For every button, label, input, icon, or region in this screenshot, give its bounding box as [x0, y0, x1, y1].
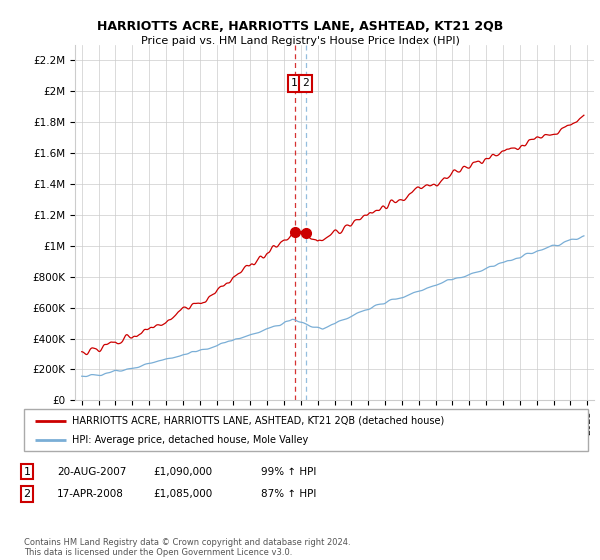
Text: HARRIOTTS ACRE, HARRIOTTS LANE, ASHTEAD, KT21 2QB (detached house): HARRIOTTS ACRE, HARRIOTTS LANE, ASHTEAD,…	[72, 416, 444, 426]
Text: £1,090,000: £1,090,000	[153, 466, 212, 477]
Text: 20-AUG-2007: 20-AUG-2007	[57, 466, 127, 477]
Text: £1,085,000: £1,085,000	[153, 489, 212, 499]
FancyBboxPatch shape	[24, 409, 588, 451]
Text: 2: 2	[302, 78, 309, 88]
Text: 2: 2	[23, 489, 31, 499]
Text: 1: 1	[23, 466, 31, 477]
Text: 1: 1	[291, 78, 298, 88]
Text: HARRIOTTS ACRE, HARRIOTTS LANE, ASHTEAD, KT21 2QB: HARRIOTTS ACRE, HARRIOTTS LANE, ASHTEAD,…	[97, 20, 503, 32]
Text: 87% ↑ HPI: 87% ↑ HPI	[261, 489, 316, 499]
Text: HPI: Average price, detached house, Mole Valley: HPI: Average price, detached house, Mole…	[72, 435, 308, 445]
Text: Contains HM Land Registry data © Crown copyright and database right 2024.
This d: Contains HM Land Registry data © Crown c…	[24, 538, 350, 557]
Text: Price paid vs. HM Land Registry's House Price Index (HPI): Price paid vs. HM Land Registry's House …	[140, 36, 460, 46]
Text: 17-APR-2008: 17-APR-2008	[57, 489, 124, 499]
Text: 99% ↑ HPI: 99% ↑ HPI	[261, 466, 316, 477]
